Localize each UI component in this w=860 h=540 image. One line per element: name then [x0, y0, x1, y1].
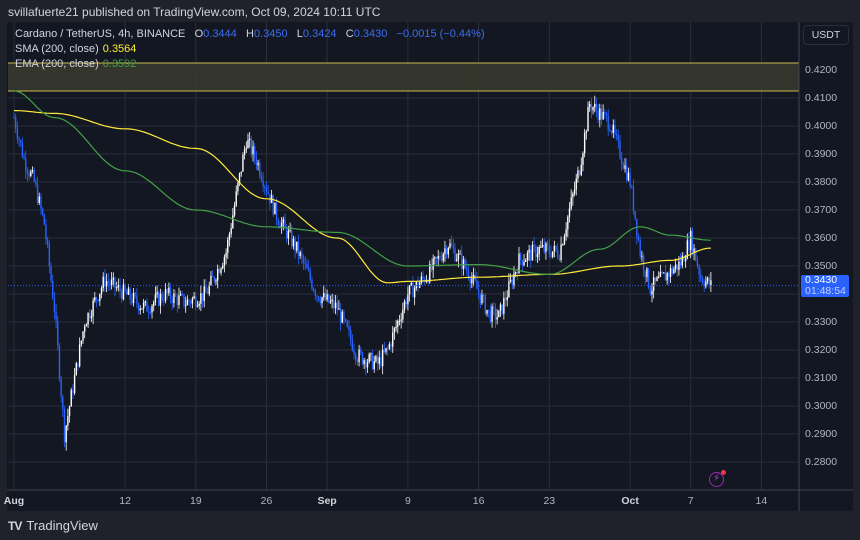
price-tick: 0.4000: [805, 120, 838, 132]
time-tick: 19: [189, 495, 202, 507]
time-tick: 7: [687, 495, 694, 507]
resistance-zone: [8, 63, 799, 91]
price-tick: 0.3300: [805, 316, 838, 328]
time-tick: Aug: [3, 495, 25, 507]
chart-legend: Cardano / TetherUS, 4h, BINANCE O0.3444 …: [15, 27, 485, 72]
publisher-line: svillafuerte21 published on TradingView.…: [8, 5, 381, 19]
time-tick: 9: [404, 495, 411, 507]
price-tick: 0.2900: [805, 428, 838, 440]
price-tick: 0.3600: [805, 232, 838, 244]
price-tick: 0.3100: [805, 372, 838, 384]
change-value: −0.0015 (−0.44%): [396, 28, 485, 40]
price-tick: 0.4100: [805, 92, 838, 104]
ema-value: 0.3592: [102, 58, 137, 70]
time-tick: 14: [755, 495, 768, 507]
high-value: 0.3450: [253, 28, 288, 40]
grid-lines: [8, 22, 799, 490]
time-tick: 23: [543, 495, 556, 507]
ema-200-line: [13, 90, 711, 275]
time-tick: 12: [119, 495, 131, 507]
price-tick: 0.3200: [805, 344, 838, 356]
brand-name: TradingView: [26, 518, 98, 533]
ema-legend-row[interactable]: EMA (200, close) 0.3592: [15, 58, 137, 70]
sma-value: 0.3564: [102, 43, 137, 55]
price-tick: 0.3500: [805, 260, 838, 272]
time-tick: 16: [472, 495, 485, 507]
price-tick: 0.3800: [805, 176, 838, 188]
price-tick: 0.3700: [805, 204, 838, 216]
currency-button[interactable]: USDT: [803, 25, 849, 45]
tradingview-logo-icon: TV: [8, 518, 22, 533]
time-tick: Sep: [317, 495, 337, 507]
candlestick-series: [13, 95, 712, 451]
low-value: 0.3424: [302, 28, 337, 40]
price-tick: 0.2800: [805, 456, 838, 468]
time-tick: 26: [260, 495, 273, 507]
last-price-label: 0.3430: [805, 273, 838, 286]
symbol-row: Cardano / TetherUS, 4h, BINANCE O0.3444 …: [15, 28, 485, 40]
close-value: 0.3430: [353, 28, 388, 40]
notification-dot: [721, 470, 726, 475]
price-tick: 0.4200: [805, 64, 838, 76]
sma-legend-row[interactable]: SMA (200, close) 0.3564: [15, 43, 137, 55]
price-tick: 0.3900: [805, 148, 838, 160]
sma-200-line: [14, 109, 711, 284]
last-price-tag: 0.3430 01:48:54: [801, 273, 849, 297]
lightning-icon[interactable]: ⚡: [709, 470, 726, 487]
footer-brand: TV TradingView: [8, 518, 98, 533]
open-value: 0.3444: [203, 28, 237, 40]
time-tick: Oct: [621, 495, 639, 507]
symbol-title[interactable]: Cardano / TetherUS, 4h, BINANCE: [15, 28, 186, 40]
price-tick: 0.3000: [805, 400, 838, 412]
bar-countdown: 01:48:54: [805, 284, 846, 297]
